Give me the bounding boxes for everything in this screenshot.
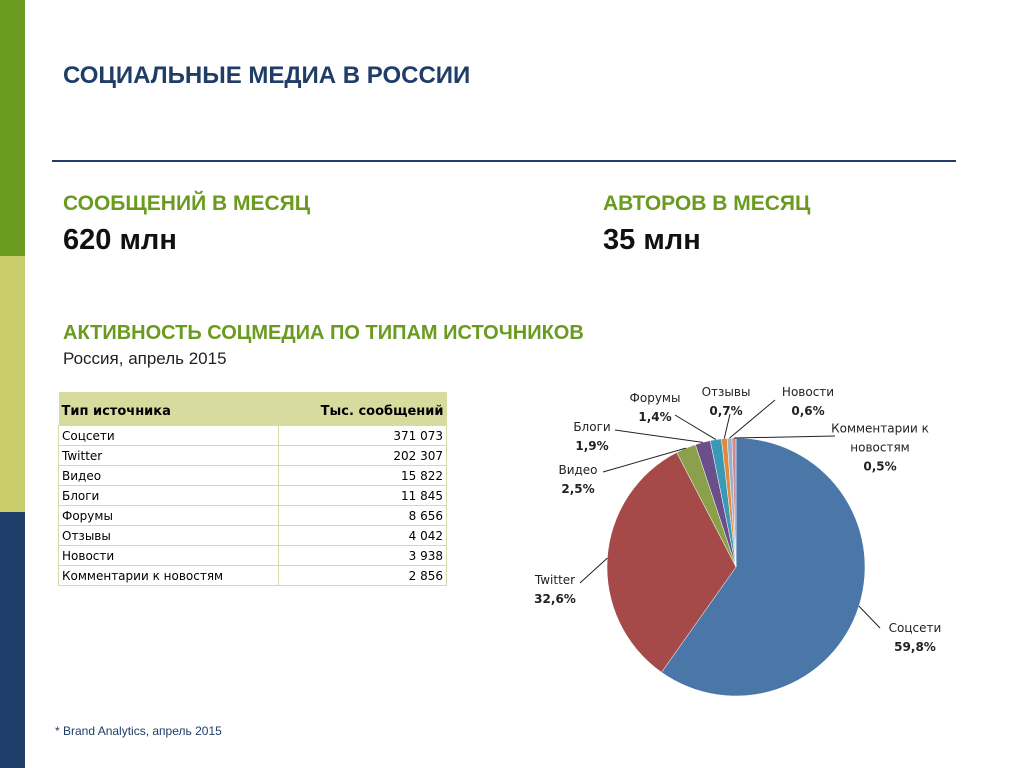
- pie-slice: [661, 437, 866, 697]
- table-row: Блоги 11 845: [58, 485, 448, 506]
- slice-value: 59,8%: [894, 640, 936, 654]
- slice-name: Отзывы: [701, 385, 751, 399]
- slice-value: 0,6%: [791, 404, 825, 418]
- leader-line: [674, 414, 717, 441]
- table-header: Тип источника Тыс. сообщений: [58, 392, 447, 426]
- slice-value: 32,6%: [534, 592, 576, 606]
- stat-label: СООБЩЕНИЙ В МЕСЯЦ: [63, 192, 311, 215]
- divider: [52, 160, 956, 162]
- leader-line: [614, 429, 703, 443]
- cell: Новости: [58, 545, 279, 566]
- pie-label: Форумы 1,4%: [630, 389, 681, 427]
- title: СОЦИАЛЬНЫЕ МЕДИА В РОССИИ: [63, 62, 471, 89]
- slice-name: Блоги: [573, 420, 611, 434]
- table-row: Соцсети 371 073: [58, 425, 448, 446]
- stat-label: АВТОРОВ В МЕСЯЦ: [603, 192, 811, 215]
- leader-line: [729, 399, 776, 439]
- slice-name: Форумы: [629, 391, 681, 405]
- slice-value: 1,9%: [575, 439, 609, 453]
- section-title: АКТИВНОСТЬ СОЦМЕДИА ПО ТИПАМ ИСТОЧНИКОВ: [63, 322, 584, 344]
- pie-label: Новости 0,6%: [782, 383, 834, 421]
- pie-label: Видео 2,5%: [558, 461, 597, 499]
- cell: 11 845: [277, 485, 448, 506]
- leader-line: [602, 447, 687, 473]
- footnote: * Brand Analytics, апрель 2015: [55, 724, 222, 738]
- table-row: Комментарии к новостям 2 856: [58, 565, 448, 586]
- cell: Комментарии к новостям: [58, 565, 279, 586]
- pie-label: Отзывы 0,7%: [702, 383, 751, 421]
- leader-line: [733, 435, 836, 439]
- slice-name: Twitter: [534, 573, 576, 587]
- header-cell: Тип источника: [58, 392, 279, 426]
- slice-value: 2,5%: [561, 482, 595, 496]
- pie-label: Соцсети 59,8%: [889, 619, 942, 657]
- slice-value: 0,7%: [709, 404, 743, 418]
- slice-name: Новости: [781, 385, 835, 399]
- section-subtitle: Россия, апрель 2015: [63, 349, 227, 368]
- table-row: Видео 15 822: [58, 465, 448, 486]
- slice-name: Видео: [558, 463, 598, 477]
- side-bar: [0, 512, 25, 768]
- table-row: Новости 3 938: [58, 545, 448, 566]
- leader-line: [858, 605, 881, 629]
- slice-name: Комментарии к новостям: [831, 421, 929, 455]
- stat-value: 620 млн: [63, 224, 177, 256]
- header-cell: Тыс. сообщений: [278, 392, 447, 426]
- slice-value: 0,5%: [863, 459, 897, 474]
- pie-label: Комментарии к новостям 0,5%: [830, 420, 930, 477]
- pie-label: Блоги 1,9%: [573, 418, 610, 456]
- side-bar: [0, 0, 25, 256]
- slice-value: 1,4%: [638, 410, 672, 424]
- leader-line: [723, 413, 731, 439]
- cell: 2 856: [277, 565, 448, 586]
- cell: Соцсети: [58, 425, 279, 446]
- pie-label: Twitter 32,6%: [534, 571, 576, 609]
- slice-name: Соцсети: [888, 621, 942, 635]
- stat-value: 35 млн: [603, 224, 701, 256]
- table: Тип источника Тыс. сообщений Соцсети 371 …: [58, 392, 448, 586]
- side-bar: [0, 256, 25, 512]
- leader-line: [579, 557, 608, 584]
